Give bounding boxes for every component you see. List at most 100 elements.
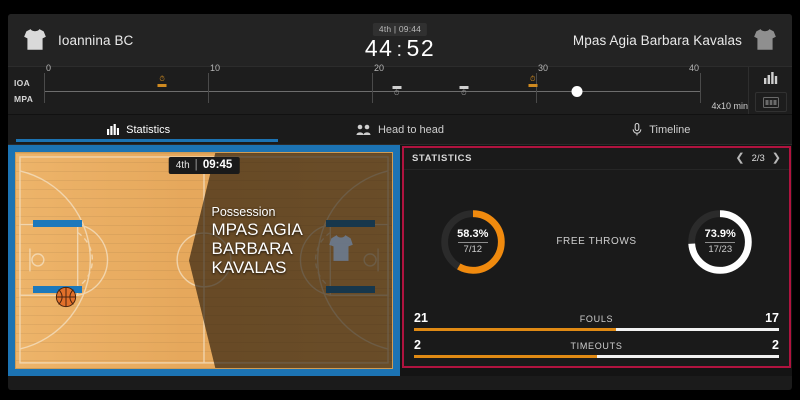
statistics-page-number: 2/3 [751, 153, 765, 164]
stat-name: TIMEOUTS [570, 341, 623, 351]
free-throws-away-center: 73.9% 17/23 [686, 208, 754, 276]
stat-name: FOULS [579, 314, 614, 324]
scoreboard-icon [762, 96, 779, 108]
timeout-clock-icon[interactable]: ⏱ [157, 76, 167, 87]
possession-info: Possession MPAS AGIA BARBARA KAVALAS [212, 205, 303, 277]
stat-home-value: 21 [414, 311, 428, 325]
stat-bar-away [596, 355, 779, 358]
timeline-home-abbr: IOA [14, 78, 31, 88]
stat-values: 21 FOULS 17 [414, 311, 779, 325]
timeline-tick [372, 73, 373, 103]
basketball-icon [56, 286, 77, 307]
match-duration-label: 4x10 min [711, 101, 748, 111]
tab-head-to-head[interactable]: Head to head [269, 115, 530, 144]
timeline-side-buttons [748, 67, 792, 114]
bar-chart-icon [107, 124, 120, 135]
timeline-tick-label: 40 [688, 63, 699, 73]
timeout-clock-icon[interactable]: ⏱ [459, 86, 469, 97]
possession-team-line-1: MPAS AGIA [211, 220, 303, 239]
court-key-band-left-top [32, 219, 82, 227]
stats-toggle-button[interactable] [755, 67, 787, 89]
away-team-name: Mpas Agia Barbara Kavalas [572, 32, 742, 48]
match-timeline[interactable]: IOA MPA 0 10 20 30 40 ⏱ ⏱ ⏱ ⏱ 4x10 min [8, 63, 792, 115]
stat-row: 2 TIMEOUTS 2 [414, 338, 779, 358]
bar-chart-icon [763, 72, 777, 84]
match-header: Ioannina BC 4th | 09:44 44:52 Mpas Agia … [8, 14, 792, 66]
stat-bar [414, 355, 779, 358]
statistics-bar-rows: 21 FOULS 17 2 TIMEOUTS 2 [404, 311, 789, 366]
court-possession-panel[interactable]: 4th | 09:45 Possession MPAS AGIA BARBARA… [8, 145, 400, 376]
court-game-clock: 4th | 09:45 [168, 157, 240, 174]
stat-away-value: 17 [765, 311, 779, 325]
free-throws-home-donut: 58.3% 7/12 [439, 208, 507, 276]
timeline-tick [44, 73, 45, 103]
stat-home-value: 2 [414, 338, 421, 352]
donut-chart-home [441, 209, 505, 274]
microphone-icon [632, 123, 642, 136]
timeline-tick [208, 73, 209, 103]
statistics-title: STATISTICS [412, 153, 473, 164]
timeline-tick-label: 30 [538, 63, 549, 73]
stat-bar-home [414, 328, 616, 331]
tab-timeline[interactable]: Timeline [531, 115, 792, 144]
free-throws-away-fraction: 17/23 [708, 243, 733, 255]
timeout-clock-icon[interactable]: ⏱ [392, 86, 402, 97]
content-area: 4th | 09:45 Possession MPAS AGIA BARBARA… [8, 145, 792, 376]
free-throws-away-donut: 73.9% 17/23 [686, 208, 754, 276]
statistics-pager: ❮ 2/3 ❯ [735, 152, 781, 165]
jersey-icon [24, 29, 46, 50]
score-separator: : [396, 38, 404, 61]
head-to-head-icon [356, 124, 371, 135]
timeline-tick [700, 73, 701, 103]
scoreboard-toggle-button[interactable] [754, 92, 787, 112]
free-throws-away-percent: 73.9% [704, 227, 736, 240]
stat-bar-home [414, 355, 597, 358]
timeline-tick-label: 10 [210, 63, 221, 73]
free-throws-home-fraction: 7/12 [463, 243, 483, 255]
timeline-away-abbr: MPA [14, 94, 34, 104]
court-clock-time: 09:45 [202, 159, 233, 171]
home-team-block[interactable]: Ioannina BC [8, 27, 400, 53]
away-team-block[interactable]: Mpas Agia Barbara Kavalas [400, 27, 792, 53]
chevron-left-icon[interactable]: ❮ [735, 152, 745, 164]
free-throws-label: FREE THROWS [556, 236, 637, 247]
jersey-icon [329, 234, 354, 261]
basketball-court: 4th | 09:45 Possession MPAS AGIA BARBARA… [15, 152, 393, 369]
statistics-panel: STATISTICS ❮ 2/3 ❯ 58.3% [402, 146, 791, 368]
tab-label: Statistics [126, 123, 171, 136]
home-team-name: Ioannina BC [58, 32, 134, 48]
statistics-header: STATISTICS ❮ 2/3 ❯ [404, 148, 789, 170]
court-period: 4th [175, 159, 190, 171]
possession-shade [188, 153, 392, 368]
stat-bar [414, 328, 779, 331]
free-throws-home-center: 58.3% 7/12 [439, 208, 507, 276]
timeline-playhead[interactable] [571, 86, 583, 97]
away-score: 52 [406, 34, 436, 61]
timeout-clock-icon[interactable]: ⏱ [528, 76, 538, 87]
jersey-icon [754, 29, 776, 50]
timeline-main[interactable]: IOA MPA 0 10 20 30 40 ⏱ ⏱ ⏱ ⏱ 4x10 min [8, 63, 748, 114]
score-line: 44:52 [364, 34, 436, 61]
timeline-track[interactable]: 0 10 20 30 40 ⏱ ⏱ ⏱ ⏱ [44, 63, 701, 114]
possession-team-line-3: KAVALAS [211, 258, 287, 278]
home-score: 44 [364, 34, 394, 61]
possession-team: MPAS AGIA BARBARA KAVALAS [212, 220, 303, 277]
timeline-tick-label: 0 [46, 63, 52, 73]
divider [457, 241, 488, 243]
stat-row: 21 FOULS 17 [414, 311, 779, 331]
donut-chart-away [688, 209, 752, 274]
possession-label: Possession [211, 205, 276, 219]
stat-away-value: 2 [772, 338, 779, 352]
free-throws-row: 58.3% 7/12 FREE THROWS 73.9% [404, 170, 789, 311]
period-clock-chip: 4th | 09:44 [372, 22, 428, 36]
timeline-team-labels: IOA MPA [14, 75, 42, 107]
court-key-band-left-bottom [32, 286, 82, 294]
section-tabs[interactable]: Statistics Head to head Timeline [8, 115, 792, 145]
tab-statistics[interactable]: Statistics [8, 115, 269, 144]
court-clock-separator: | [194, 159, 198, 171]
possession-team-line-2: BARBARA [211, 239, 293, 259]
chevron-right-icon[interactable]: ❯ [771, 152, 781, 164]
tab-label: Head to head [377, 123, 445, 136]
divider [705, 241, 736, 243]
